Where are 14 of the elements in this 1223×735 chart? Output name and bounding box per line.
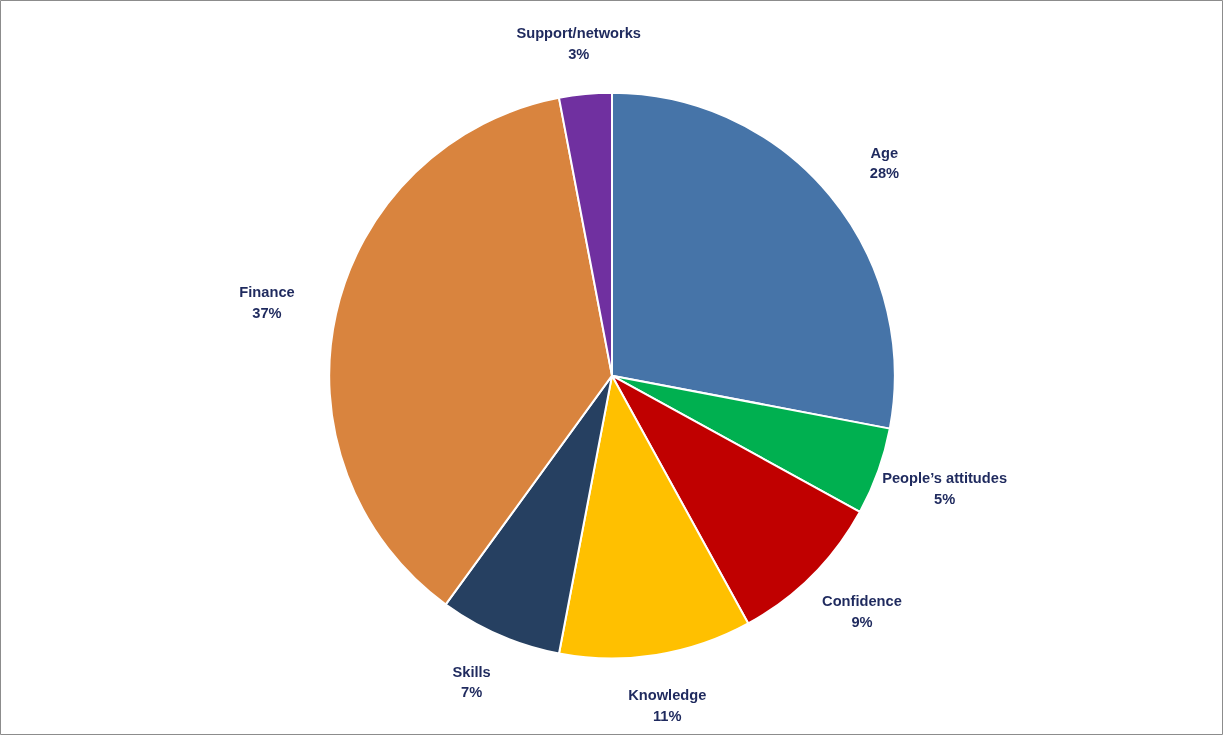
slice-label: Finance bbox=[239, 284, 295, 301]
data-label: 9% bbox=[851, 614, 873, 631]
data-label: 5% bbox=[934, 491, 956, 508]
data-label: 7% bbox=[461, 684, 483, 701]
data-label: 37% bbox=[252, 305, 282, 322]
data-label: 11% bbox=[653, 707, 682, 724]
slice-label: Confidence bbox=[822, 593, 902, 610]
data-label: 28% bbox=[869, 165, 900, 182]
slice-label: Knowledge bbox=[628, 686, 707, 703]
data-label: 3% bbox=[568, 45, 590, 62]
slice-label: People’s attitudes bbox=[882, 470, 1008, 487]
slice-label: Age bbox=[870, 144, 899, 161]
slice-label: Support/networks bbox=[516, 25, 642, 41]
slice-label: Skills bbox=[452, 663, 491, 680]
